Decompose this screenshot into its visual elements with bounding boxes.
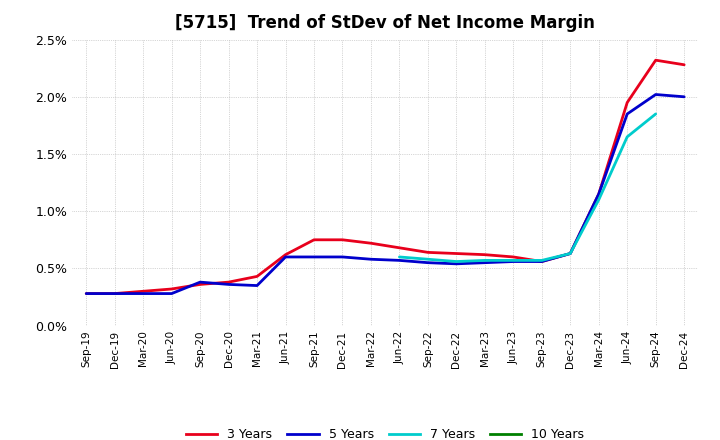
7 Years xyxy=(452,259,461,264)
3 Years xyxy=(167,286,176,292)
5 Years xyxy=(282,254,290,260)
Line: 5 Years: 5 Years xyxy=(86,95,684,293)
3 Years xyxy=(366,241,375,246)
5 Years xyxy=(680,94,688,99)
3 Years xyxy=(652,58,660,63)
3 Years xyxy=(480,252,489,257)
5 Years xyxy=(480,260,489,265)
5 Years xyxy=(82,291,91,296)
Legend: 3 Years, 5 Years, 7 Years, 10 Years: 3 Years, 5 Years, 7 Years, 10 Years xyxy=(181,423,590,440)
3 Years xyxy=(566,251,575,256)
3 Years xyxy=(623,100,631,105)
Line: 7 Years: 7 Years xyxy=(400,114,656,261)
3 Years xyxy=(110,291,119,296)
3 Years xyxy=(595,191,603,197)
5 Years xyxy=(509,259,518,264)
7 Years xyxy=(480,258,489,263)
7 Years xyxy=(595,197,603,202)
3 Years xyxy=(253,274,261,279)
3 Years xyxy=(423,250,432,255)
5 Years xyxy=(253,283,261,288)
3 Years xyxy=(338,237,347,242)
3 Years xyxy=(82,291,91,296)
5 Years xyxy=(225,282,233,287)
5 Years xyxy=(139,291,148,296)
3 Years xyxy=(310,237,318,242)
5 Years xyxy=(196,279,204,285)
7 Years xyxy=(423,257,432,262)
5 Years xyxy=(595,191,603,197)
5 Years xyxy=(566,251,575,256)
5 Years xyxy=(366,257,375,262)
7 Years xyxy=(395,254,404,260)
7 Years xyxy=(537,258,546,263)
5 Years xyxy=(537,259,546,264)
5 Years xyxy=(423,260,432,265)
Line: 3 Years: 3 Years xyxy=(86,60,684,293)
3 Years xyxy=(537,259,546,264)
7 Years xyxy=(509,258,518,263)
5 Years xyxy=(623,111,631,117)
3 Years xyxy=(139,289,148,294)
3 Years xyxy=(509,254,518,260)
3 Years xyxy=(680,62,688,67)
3 Years xyxy=(395,245,404,250)
3 Years xyxy=(282,252,290,257)
7 Years xyxy=(623,134,631,139)
7 Years xyxy=(566,251,575,256)
7 Years xyxy=(652,111,660,117)
3 Years xyxy=(196,282,204,287)
5 Years xyxy=(310,254,318,260)
5 Years xyxy=(452,261,461,267)
5 Years xyxy=(338,254,347,260)
3 Years xyxy=(452,251,461,256)
5 Years xyxy=(167,291,176,296)
5 Years xyxy=(652,92,660,97)
Title: [5715]  Trend of StDev of Net Income Margin: [5715] Trend of StDev of Net Income Marg… xyxy=(175,15,595,33)
3 Years xyxy=(225,279,233,285)
5 Years xyxy=(110,291,119,296)
5 Years xyxy=(395,258,404,263)
